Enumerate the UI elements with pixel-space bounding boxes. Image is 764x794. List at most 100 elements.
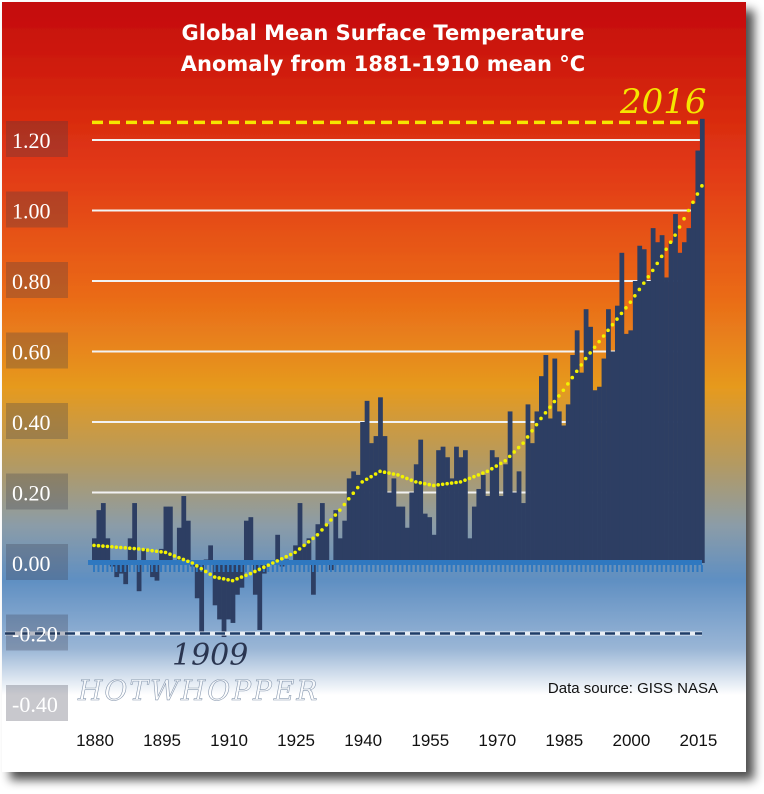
zero-line-tick — [213, 565, 216, 572]
zero-line-tick — [678, 565, 681, 572]
trend-point — [427, 482, 432, 487]
trend-point — [306, 540, 311, 544]
zero-line-tick — [446, 565, 449, 572]
bar-1956 — [431, 534, 437, 563]
trend-point — [136, 547, 141, 551]
zero-line-tick — [133, 565, 136, 572]
zero-line-tick — [562, 565, 565, 572]
y-tick-label-bg — [6, 121, 68, 157]
zero-line-tick — [160, 565, 163, 572]
trend-point — [516, 445, 521, 450]
bar-1882 — [100, 503, 106, 563]
zero-line-tick — [209, 565, 212, 572]
trend-point — [664, 247, 668, 252]
bar-1883 — [105, 538, 111, 564]
trend-point — [561, 388, 566, 393]
trend-point — [691, 200, 695, 205]
y-tick-label: -0.40 — [12, 692, 58, 717]
bar-1910 — [226, 563, 231, 620]
bar-1951 — [409, 492, 415, 563]
zero-line-tick — [486, 565, 489, 572]
y-tick-label-bg — [6, 403, 68, 439]
zero-line-tick — [392, 565, 395, 572]
zero-line-tick — [459, 565, 462, 572]
zero-line-tick — [593, 565, 596, 572]
zero-line-tick — [142, 565, 145, 572]
trend-point — [302, 543, 306, 548]
y-tick-label: 1.00 — [12, 199, 51, 224]
bar-1947 — [391, 478, 397, 563]
trend-point — [92, 543, 96, 548]
zero-line-tick — [464, 565, 467, 572]
zero-line-tick — [575, 565, 578, 572]
trend-point — [364, 477, 369, 482]
trend-point — [369, 474, 373, 479]
trend-point — [333, 513, 338, 517]
trend-point — [449, 481, 454, 485]
trend-point — [592, 345, 597, 350]
zero-line-tick — [298, 565, 301, 572]
bar-1982 — [547, 418, 553, 563]
trend-point — [105, 544, 110, 549]
trend-point — [293, 550, 297, 555]
zero-line-tick — [455, 565, 458, 572]
zero-line-tick — [468, 565, 471, 572]
zero-line-tick — [410, 565, 413, 572]
zero-line-tick — [571, 565, 574, 572]
zero-line-tick — [334, 565, 337, 572]
trend-point — [199, 566, 204, 571]
bar-1897 — [167, 506, 173, 563]
bar-1958 — [440, 446, 446, 564]
zero-line-tick — [495, 565, 498, 572]
zero-line-tick — [325, 565, 328, 572]
zero-line-tick — [526, 565, 529, 572]
zero-line-tick — [312, 565, 315, 572]
bar-1979 — [534, 411, 540, 563]
bar-2003 — [641, 249, 647, 563]
trend-point — [230, 578, 235, 583]
bar-1961 — [454, 446, 459, 564]
trend-point — [422, 481, 427, 486]
bar-1903 — [194, 563, 200, 599]
zero-line-tick — [647, 565, 650, 572]
bar-1941 — [364, 400, 370, 563]
bar-1954 — [422, 513, 428, 563]
bar-1973 — [507, 411, 513, 563]
bar-1890 — [136, 563, 142, 592]
bar-1888 — [127, 538, 133, 564]
bar-1968 — [485, 496, 491, 563]
trend-point — [498, 461, 503, 466]
trend-point — [266, 563, 271, 567]
zero-line-tick — [598, 565, 601, 572]
bar-1891 — [141, 548, 146, 563]
zero-line-tick — [240, 565, 243, 572]
zero-line-tick — [638, 565, 641, 572]
zero-line-tick — [423, 565, 426, 572]
y-tick-label-bg — [6, 262, 68, 298]
bar-1929 — [311, 563, 316, 595]
bar-1981 — [543, 355, 549, 563]
bar-1927 — [302, 545, 307, 564]
bar-1930 — [315, 524, 321, 563]
zero-line-tick — [361, 565, 364, 572]
trend-point — [195, 564, 199, 568]
trend-point — [181, 557, 186, 562]
trend-point — [682, 216, 686, 221]
bar-1985 — [561, 425, 567, 563]
bar-2010 — [673, 214, 678, 563]
trend-point — [355, 485, 360, 490]
trend-point — [624, 305, 628, 310]
zero-line-tick — [428, 565, 431, 572]
trend-point — [387, 471, 391, 475]
zero-line-tick — [683, 565, 686, 572]
trend-point — [458, 480, 463, 484]
y-tick-label: -0.20 — [12, 622, 58, 647]
bar-2001 — [632, 281, 638, 563]
zero-line-tick — [642, 565, 645, 572]
zero-line-tick — [504, 565, 507, 572]
bar-1990 — [583, 309, 589, 563]
zero-line-tick — [370, 565, 373, 572]
bar-2015 — [695, 150, 701, 563]
zero-line-tick — [271, 565, 274, 572]
zero-line-tick — [401, 565, 404, 572]
